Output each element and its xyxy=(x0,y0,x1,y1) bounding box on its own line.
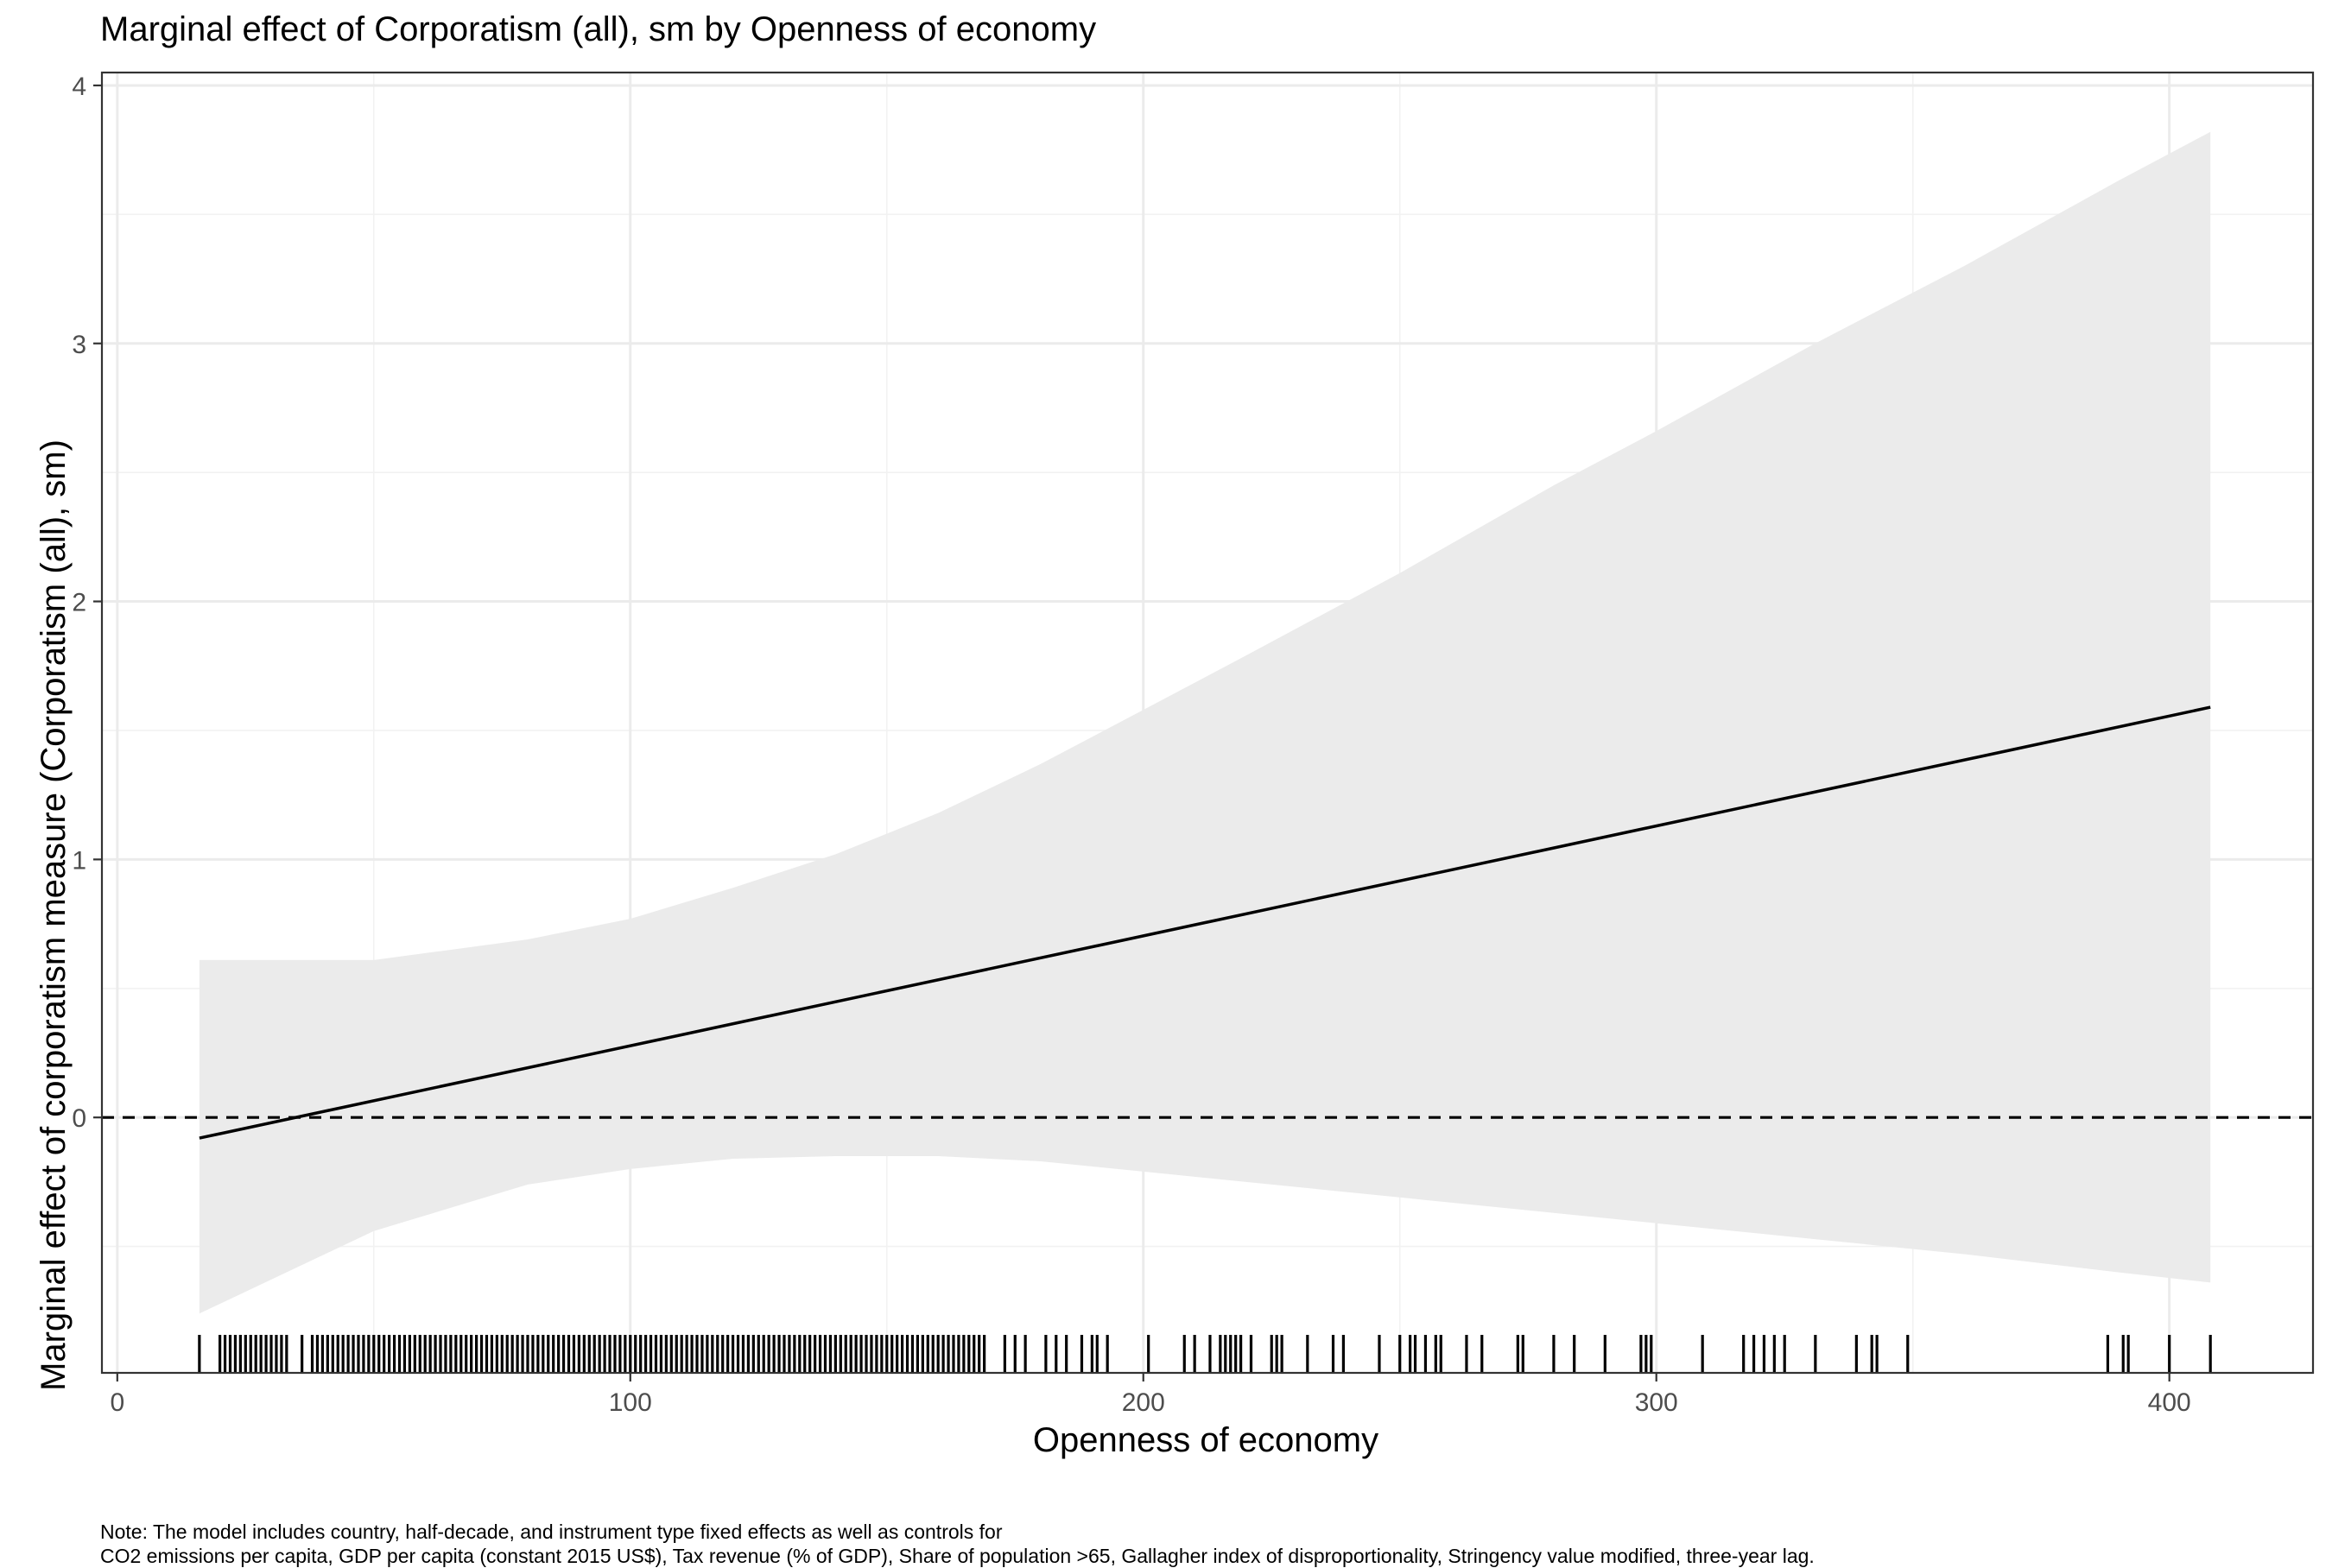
chart-title: Marginal effect of Corporatism (all), sm… xyxy=(100,10,1097,48)
y-tick-label: 1 xyxy=(72,846,86,875)
x-tick-label: 200 xyxy=(1122,1388,1165,1417)
y-tick-label: 4 xyxy=(72,73,86,101)
x-tick-label: 0 xyxy=(110,1388,124,1417)
x-tick-label: 400 xyxy=(2148,1388,2191,1417)
y-tick-label: 2 xyxy=(72,589,86,617)
x-tick-label: 100 xyxy=(609,1388,652,1417)
estimate-line xyxy=(199,705,2211,1140)
footnote: Note: The model includes country, half-d… xyxy=(100,1520,1815,1568)
footnote-line-2: CO2 emissions per capita, GDP per capita… xyxy=(100,1545,1815,1567)
footnote-line-1: Note: The model includes country, half-d… xyxy=(100,1521,1003,1543)
y-tick-label: 3 xyxy=(72,331,86,359)
confidence-band xyxy=(199,131,2211,1314)
confidence-band-group xyxy=(199,131,2211,1314)
x-tick-label: 300 xyxy=(1635,1388,1678,1417)
x-axis-label: Openness of economy xyxy=(1032,1421,1379,1459)
estimate-line-group xyxy=(199,705,2211,1140)
axes-group: 0 100 200 300 400 0 1 2 3 4 xyxy=(72,71,2315,1417)
y-axis-label: Marginal effect of corporatism measure (… xyxy=(35,439,73,1391)
rug-group xyxy=(198,1335,2212,1373)
y-tick-label: 0 xyxy=(72,1104,86,1133)
panel-border xyxy=(100,71,2315,1375)
